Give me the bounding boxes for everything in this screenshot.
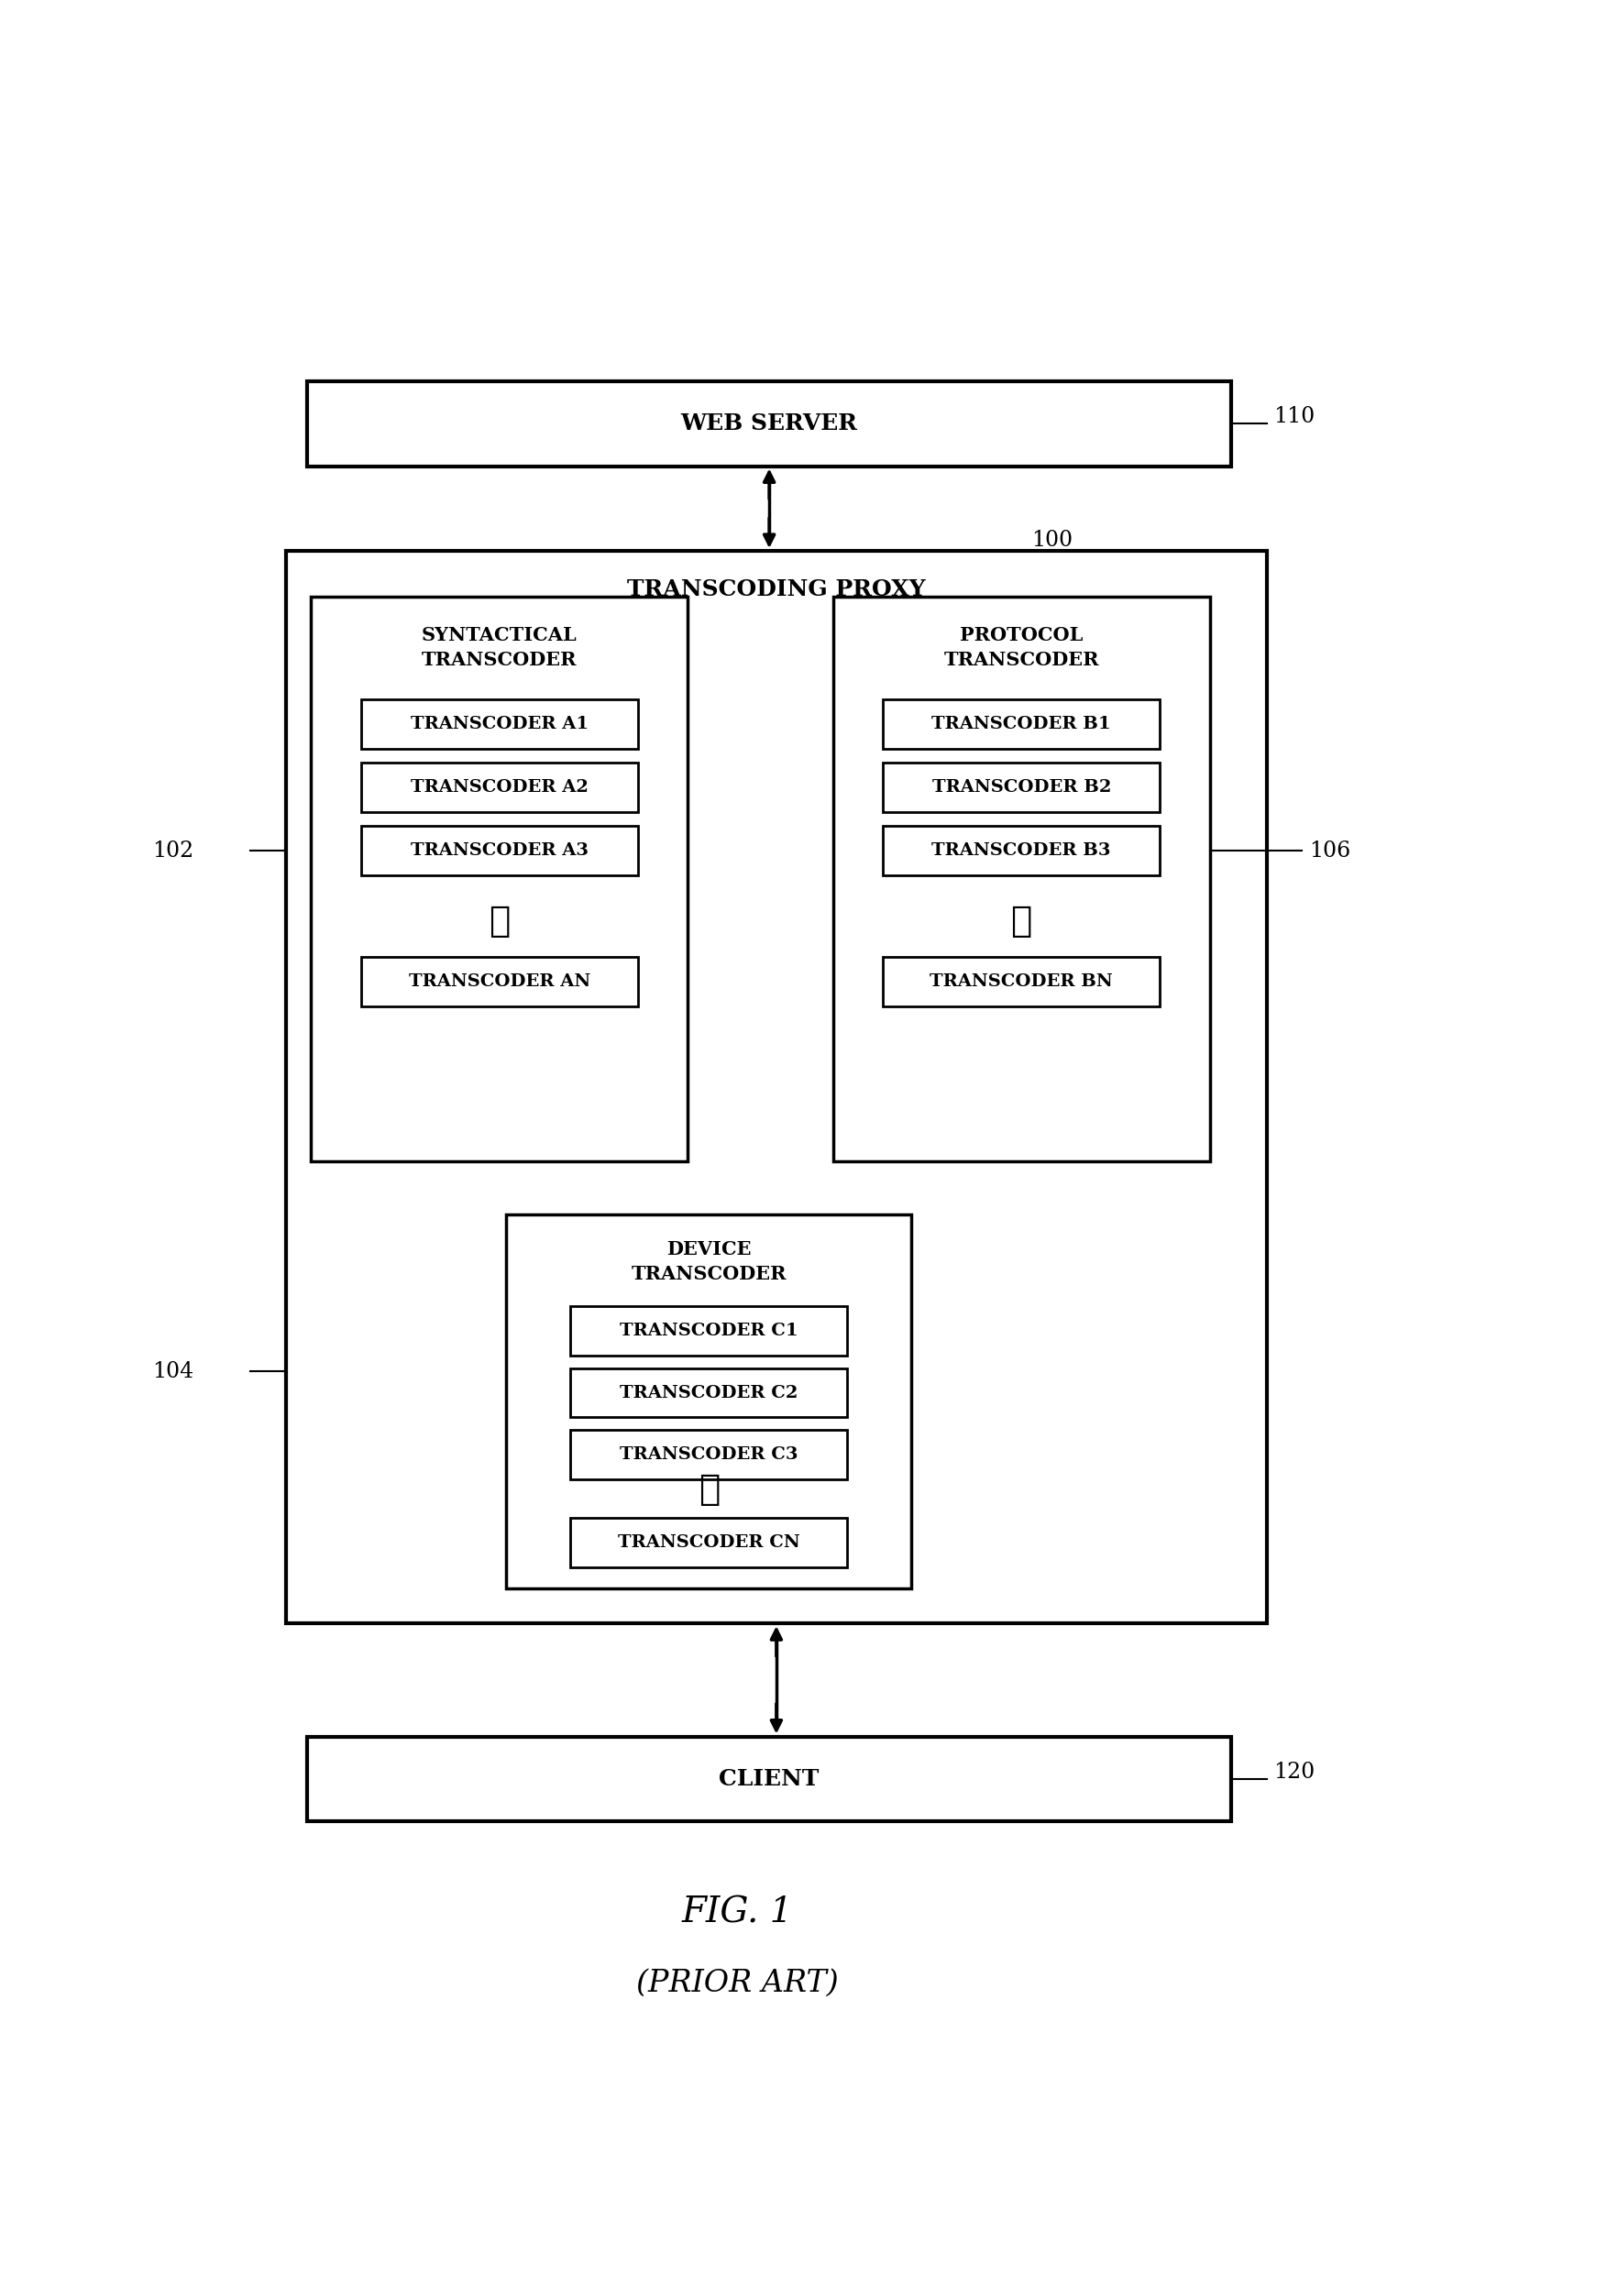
Bar [360,762,638,813]
Bar [360,698,638,748]
Text: TRANSCODER AN: TRANSCODER AN [408,974,590,990]
Text: PROTOCOL: PROTOCOL [959,627,1083,645]
Text: 100: 100 [1032,530,1072,551]
Bar [882,827,1160,875]
Text: ⋮: ⋮ [697,1472,720,1506]
Bar [506,1215,911,1589]
Text: ⋮: ⋮ [489,905,509,939]
Text: TRANSCODER B1: TRANSCODER B1 [932,716,1110,732]
Text: ⋮: ⋮ [1011,905,1032,939]
Text: WEB SERVER: WEB SERVER [681,413,858,434]
Text: TRANSCODER C3: TRANSCODER C3 [620,1446,799,1463]
Bar [307,1736,1231,1821]
Bar [286,551,1266,1623]
Bar [570,1368,847,1417]
Text: (PRIOR ART): (PRIOR ART) [636,1968,839,1998]
Bar [360,827,638,875]
Text: TRANSCODER: TRANSCODER [632,1265,786,1283]
Text: TRANSCODER A3: TRANSCODER A3 [410,843,588,859]
Text: TRANSCODER B3: TRANSCODER B3 [932,843,1110,859]
Text: TRANSCODER A1: TRANSCODER A1 [410,716,588,732]
Text: 110: 110 [1274,406,1315,427]
Bar [307,381,1231,466]
Text: TRANSCODER: TRANSCODER [943,652,1099,670]
Text: TRANSCODER B2: TRANSCODER B2 [932,778,1110,794]
Bar [570,1430,847,1479]
Text: TRANSCODER BN: TRANSCODER BN [930,974,1114,990]
Text: TRANSCODER A2: TRANSCODER A2 [410,778,588,794]
Bar [832,597,1210,1162]
Text: TRANSCODER C1: TRANSCODER C1 [620,1322,799,1339]
Text: CLIENT: CLIENT [718,1768,820,1791]
Bar [882,762,1160,813]
Bar [312,597,688,1162]
Text: FIG. 1: FIG. 1 [681,1896,792,1931]
Bar [570,1518,847,1568]
Text: 106: 106 [1310,840,1350,861]
Text: SYNTACTICAL: SYNTACTICAL [421,627,577,645]
Bar [882,957,1160,1006]
Bar [360,957,638,1006]
Text: TRANSCODING PROXY: TRANSCODING PROXY [627,579,926,602]
Text: 120: 120 [1274,1761,1315,1782]
Text: 102: 102 [153,840,194,861]
Text: TRANSCODER CN: TRANSCODER CN [617,1534,800,1550]
Bar [882,698,1160,748]
Text: DEVICE: DEVICE [667,1240,750,1258]
Text: TRANSCODER C2: TRANSCODER C2 [620,1384,799,1401]
Text: TRANSCODER: TRANSCODER [421,652,577,670]
Text: 104: 104 [153,1362,194,1382]
Bar [570,1306,847,1355]
